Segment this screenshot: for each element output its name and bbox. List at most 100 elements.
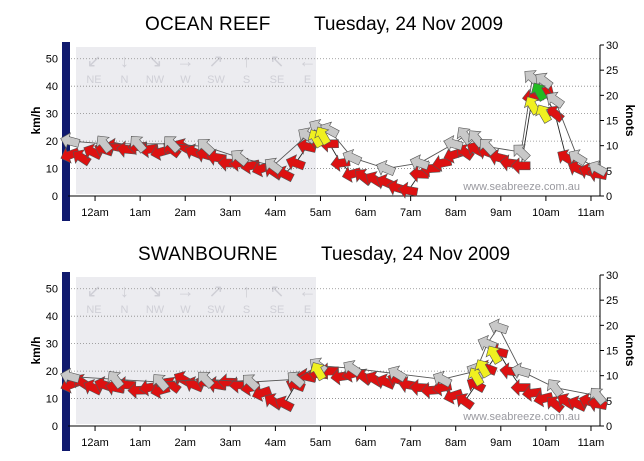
y-tick-label: 10 — [46, 394, 58, 406]
y-right-tick-label: 5 — [606, 396, 612, 408]
compass-label: W — [180, 74, 191, 86]
x-tick-label: 9am — [490, 437, 511, 449]
y-axis-label: km/h — [29, 336, 43, 364]
compass-arrow-icon: ↗ — [208, 51, 223, 71]
compass-label: SE — [270, 74, 285, 86]
wind-chart-ocean-reef: ↙ NE ↓ N ↘ NW → W ↗ SW ↑ S ↖ SE ← E 0 10 20 30 40 50 0 5 10 15 20 2… — [29, 40, 637, 221]
y-right-tick-label: 10 — [606, 141, 618, 153]
x-tick-label: 7am — [400, 207, 421, 219]
moderate-wind-arrow-icon — [474, 359, 492, 379]
y-tick-label: 40 — [46, 81, 58, 93]
compass-arrow-icon: ↑ — [242, 281, 251, 301]
y-right-tick-label: 25 — [606, 65, 618, 77]
watermark: www.seabreeze.com.au — [462, 411, 580, 423]
gust-arrow-icon — [130, 135, 148, 154]
x-tick-label: 1am — [129, 437, 150, 449]
x-tick-label: 6am — [355, 437, 376, 449]
compass-label: NE — [86, 304, 101, 316]
y-right-tick-label: 15 — [606, 346, 618, 358]
gust-arrow-icon — [376, 159, 397, 177]
y-right-tick-label: 15 — [606, 116, 618, 128]
average-arrow-icon — [533, 390, 554, 408]
y-right-tick-label: 20 — [606, 90, 618, 102]
x-tick-label: 9am — [490, 207, 511, 219]
chart-title: SWANBOURNE — [138, 244, 278, 265]
gust-arrow-icon — [264, 157, 284, 175]
gust-arrow-icon — [287, 371, 306, 389]
y-axis-label-right: knots — [623, 104, 637, 136]
compass-label: N — [121, 304, 129, 316]
gust-arrow-icon — [343, 360, 363, 378]
gust-arrow-icon — [197, 139, 216, 157]
x-tick-label: 7am — [400, 437, 421, 449]
gust-arrow-icon — [409, 154, 430, 171]
gust-arrow-icon — [96, 135, 114, 154]
compass-label: E — [304, 304, 311, 316]
y-right-tick-label: 0 — [606, 421, 612, 433]
compass-arrow-icon: ↖ — [269, 281, 284, 301]
compass-label: NW — [146, 304, 165, 316]
gust-arrow-icon — [535, 72, 554, 90]
chart-title: OCEAN REEF — [145, 14, 271, 35]
y-right-tick-label: 10 — [606, 371, 618, 383]
gust-arrow-icon — [231, 149, 250, 167]
gust-arrow-icon — [513, 144, 531, 162]
y-tick-label: 50 — [46, 54, 58, 66]
gust-arrow-icon — [388, 365, 408, 383]
gust-arrow-icon — [589, 387, 608, 406]
gust-arrow-icon — [60, 132, 81, 150]
gust-arrow-icon — [60, 367, 81, 385]
left-axis-bar — [62, 272, 70, 451]
compass-arrow-icon: ↓ — [120, 281, 129, 301]
gust-arrow-icon — [443, 134, 464, 152]
gust-arrow-icon — [107, 371, 125, 390]
compass-arrow-icon: ↗ — [208, 281, 223, 301]
x-tick-label: 3am — [220, 437, 241, 449]
average-arrow-icon — [546, 105, 565, 123]
compass-arrow-icon: ↑ — [242, 51, 251, 71]
gust-arrow-icon — [488, 318, 509, 335]
x-tick-label: 8am — [445, 437, 466, 449]
average-arrow-icon — [252, 385, 273, 402]
y-tick-label: 10 — [46, 164, 58, 176]
moderate-wind-arrow-icon — [485, 345, 503, 365]
compass-arrow-icon: ← — [299, 51, 317, 71]
compass-label: E — [304, 74, 311, 86]
x-tick-label: 11am — [578, 207, 605, 219]
compass-label: NE — [86, 74, 101, 86]
x-tick-label: 2am — [175, 437, 196, 449]
compass-arrow-icon: ← — [299, 281, 317, 301]
compass-arrow-icon: ↖ — [269, 51, 284, 71]
average-arrow-icon — [398, 181, 419, 199]
average-arrow-icon — [456, 393, 475, 411]
gust-arrow-icon — [164, 136, 182, 154]
chart-date: Tuesday, 24 Nov 2009 — [314, 14, 504, 35]
compass-arrow-icon: ↘ — [147, 281, 162, 301]
x-tick-label: 3am — [220, 207, 241, 219]
y-tick-label: 20 — [46, 366, 58, 378]
y-right-tick-label: 30 — [606, 270, 618, 282]
compass-label: SW — [207, 74, 225, 86]
chart-panel-swanbourne: SWANBOURNE Tuesday, 24 Nov 2009 ↙ NE ↓ N ↘ NW… — [0, 230, 644, 456]
left-axis-bar — [62, 42, 70, 221]
compass-label: W — [180, 304, 191, 316]
compass-arrow-icon: ↙ — [86, 51, 101, 71]
x-tick-label: 6am — [355, 207, 376, 219]
watermark: www.seabreeze.com.au — [462, 181, 580, 193]
x-tick-label: 2am — [175, 207, 196, 219]
chart-panel-ocean-reef: OCEAN REEF Tuesday, 24 Nov 2009 ↙ NE ↓ N ↘ NW… — [0, 0, 644, 228]
y-right-tick-label: 25 — [606, 295, 618, 307]
compass-label: N — [121, 74, 129, 86]
y-tick-label: 30 — [46, 109, 58, 121]
compass-arrow-icon: → — [177, 51, 195, 71]
series-line-gust — [70, 326, 598, 397]
y-right-tick-label: 5 — [606, 166, 612, 178]
moderate-wind-arrow-icon — [314, 126, 332, 146]
x-tick-label: 5am — [310, 207, 331, 219]
gust-arrow-icon — [342, 148, 363, 166]
x-tick-label: 10am — [532, 207, 560, 219]
compass-label: NW — [146, 74, 165, 86]
y-axis-label-right: knots — [623, 334, 637, 366]
average-arrow-icon — [285, 154, 306, 171]
compass-arrow-icon: ↙ — [86, 281, 101, 301]
